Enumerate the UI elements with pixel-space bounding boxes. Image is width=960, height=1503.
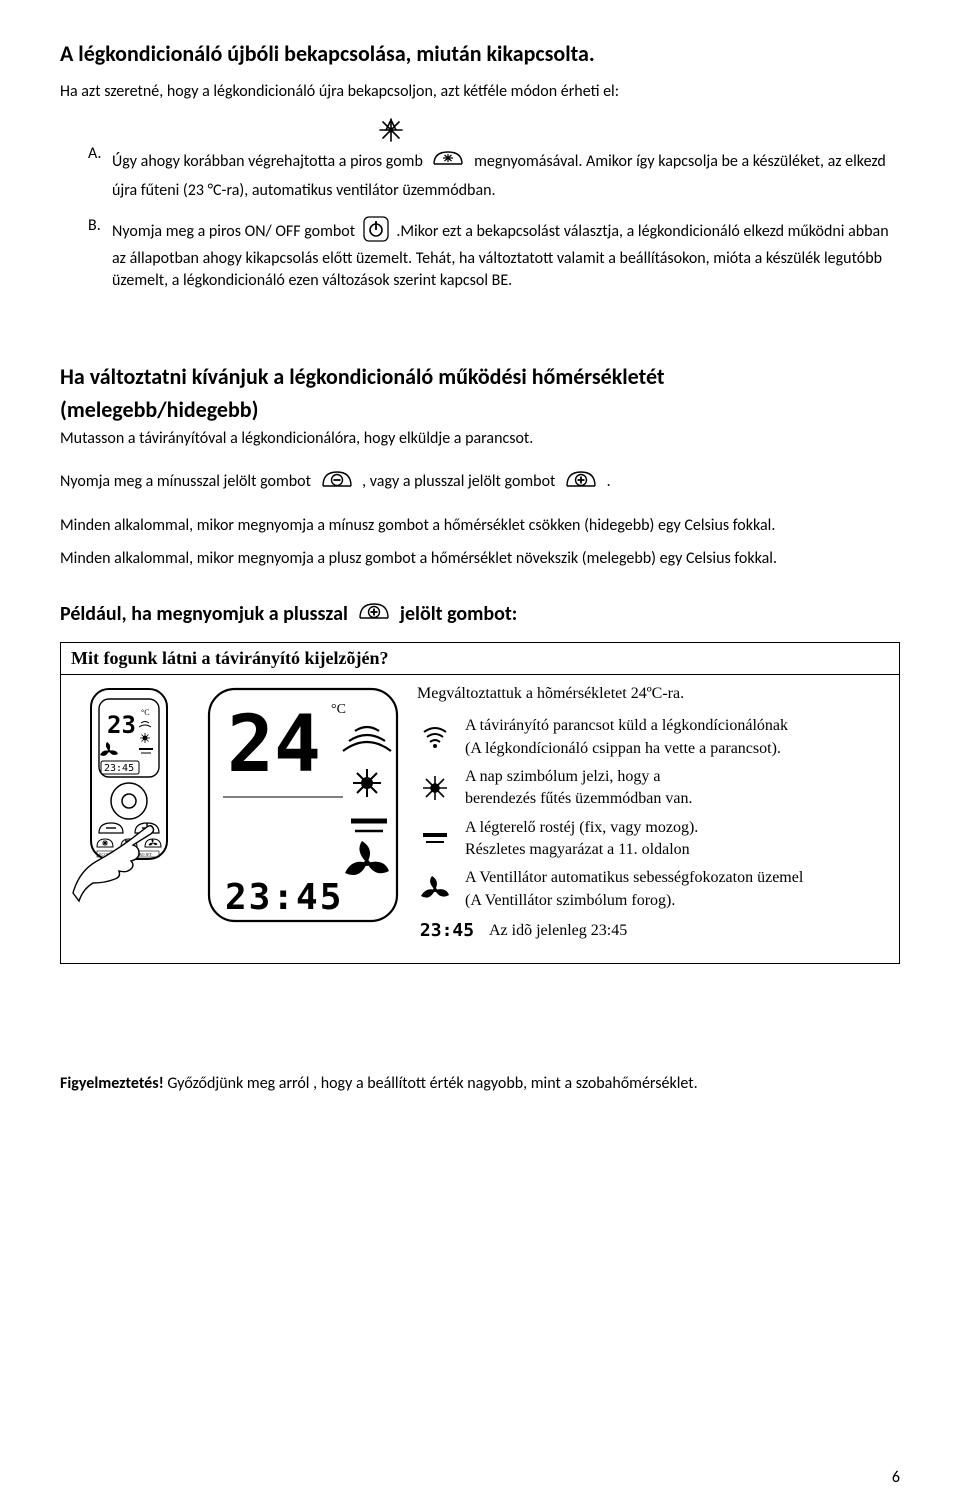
display-box: Mit fogunk látni a távirányító kijelzõjé… [60,642,900,965]
section2-p1: Nyomja meg a mínusszal jelölt gombot , v… [60,464,900,501]
desc2-row: A távirányító parancsot küld a légkondíc… [417,715,891,760]
signal-icon [417,726,453,750]
p1-before: Nyomja meg a mínusszal jelölt gombot [60,472,311,491]
desc4b: Részletes magyarázat a 11. oldalon [465,839,698,861]
section2-title1: Ha változtatni kívánjuk a légkondicionál… [60,362,900,392]
example-line: Például, ha megnyomjuk a plusszal jelölt… [60,596,900,632]
fan-icon [417,875,453,905]
svg-text:°C: °C [141,708,150,717]
page: A légkondicionáló újbóli bekapcsolása, m… [0,0,960,1503]
time-icon: 23:45 [417,918,477,943]
svg-text:°C: °C [331,702,346,717]
section2-p2: Minden alkalommal, mikor megnyomja a mín… [60,515,900,537]
louver-icon [417,829,453,849]
list-letter-b: B. [88,216,112,292]
item-b-before: Nyomja meg a piros ON/ OFF gombot [112,222,355,241]
desc2-text: A távirányító parancsot küld a légkondíc… [465,715,788,760]
desc3a: A nap szimbólum jelzi, hogy a [465,766,692,788]
display-body: 23 °C [61,675,899,964]
remote-time: 23:45 [104,763,134,774]
plus-button-icon [563,464,599,501]
minus-button-icon [319,464,355,501]
list-text-b: Nyomja meg a piros ON/ OFF gombot .Mikor… [112,216,900,292]
page-number: 6 [892,1468,900,1487]
sun-icon [417,774,453,802]
section2-p3: Minden alkalommal, mikor megnyomja a plu… [60,548,900,570]
p1-mid: , vagy a plusszal jelölt gombot [362,472,555,491]
desc4-row: A légterelő rostéj (fix, vagy mozog). Ré… [417,817,891,862]
plus-button-icon-2 [356,596,392,632]
warn-label: Figyelmeztetés! [60,1074,164,1093]
list-letter-a: A. [88,144,112,202]
desc6: Az idõ jelenleg 23:45 [489,920,627,942]
sun-button-icon [430,144,466,181]
warning: Figyelmeztetés! Győződjünk meg arról , h… [60,1074,900,1093]
p1-after: . [607,472,611,491]
desc3-row: A nap szimbólum jelzi, hogy a berendezés… [417,766,891,811]
display-header: Mit fogunk látni a távirányító kijelzõjé… [61,643,899,675]
list-item-a: A. Úgy ahogy korábban végrehajtotta a pi… [88,144,900,202]
description-column: Megváltoztattuk a hõmérsékletet 24ºC-ra. [417,683,891,950]
section1-intro: Ha azt szeretné, hogy a légkondicionáló … [60,81,900,103]
section2-title2: (melegebb/hidegebb) [60,395,900,425]
desc5b: (A Ventillátor szimbólum forog). [465,890,803,912]
list-item-b: B. Nyomja meg a piros ON/ OFF gombot .Mi… [88,216,900,292]
desc2b: (A légkondícionáló csippan ha vette a pa… [465,738,788,760]
list-text-a: Úgy ahogy korábban végrehajtotta a piros… [112,144,900,202]
lcd-illustration: 24 °C [203,683,403,950]
item-a-before: Úgy ahogy korábban végrehajtotta a piros… [112,152,423,171]
desc4a: A légterelő rostéj (fix, vagy mozog). [465,817,698,839]
desc5-row: A Ventillátor automatikus sebességfokoza… [417,867,891,912]
example-after: jelölt gombot: [400,602,517,626]
list-block: A. Úgy ahogy korábban végrehajtotta a pi… [88,117,900,292]
desc2a: A távirányító parancsot küld a légkondíc… [465,715,788,737]
desc3-text: A nap szimbólum jelzi, hogy a berendezés… [465,766,692,811]
section2: Ha változtatni kívánjuk a légkondicionál… [60,362,900,1094]
desc5a: A Ventillátor automatikus sebességfokoza… [465,867,803,889]
warn-text: Győződjünk meg arról , hogy a beállított… [164,1074,698,1093]
desc5-text: A Ventillátor automatikus sebességfokoza… [465,867,803,912]
example-before: Például, ha megnyomjuk a plusszal [60,602,348,626]
lcd-time: 23:45 [225,877,343,918]
desc1: Megváltoztattuk a hõmérsékletet 24ºC-ra. [417,683,891,705]
remote-temp: 23 [107,711,136,739]
section2-sub: Mutasson a távirányítóval a légkondicion… [60,429,900,448]
power-icon [363,216,389,249]
remote-illustration: 23 °C [69,683,189,950]
desc3b: berendezés fűtés üzemmódban van. [465,788,692,810]
section1-title: A légkondicionáló újbóli bekapcsolása, m… [60,40,900,67]
lcd-temp: 24 [227,700,321,790]
desc6-row: 23:45 Az idõ jelenleg 23:45 [417,918,891,943]
desc4-text: A légterelő rostéj (fix, vagy mozog). Ré… [465,817,698,862]
